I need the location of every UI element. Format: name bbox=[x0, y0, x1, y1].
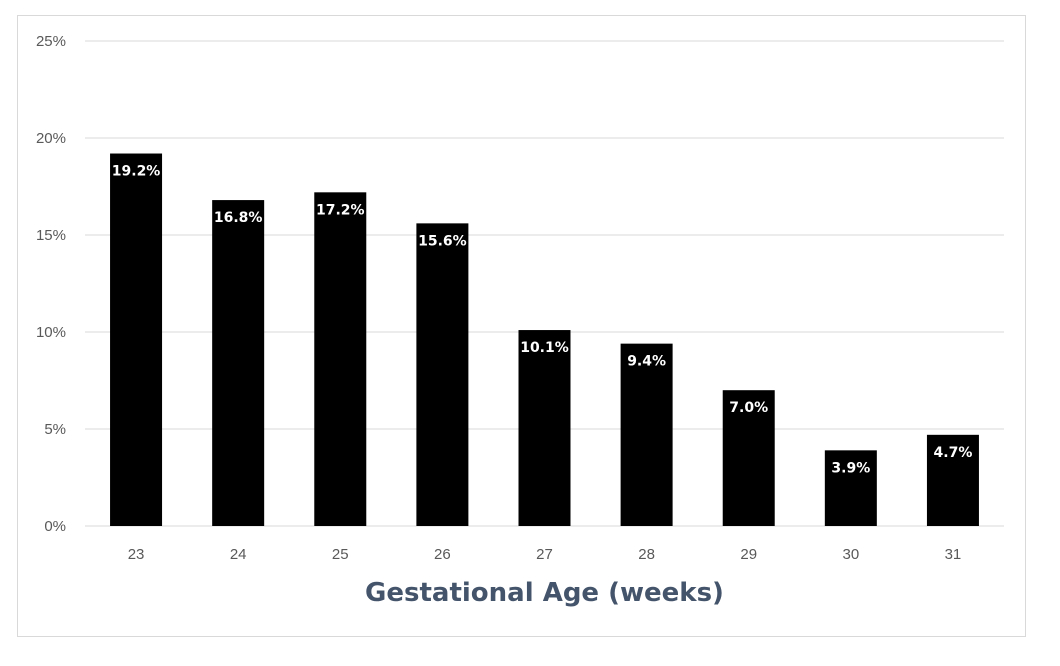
x-tick-label: 23 bbox=[128, 546, 145, 563]
data-label: 15.6% bbox=[418, 233, 467, 249]
y-tick-label: 0% bbox=[44, 518, 66, 535]
x-tick-label: 31 bbox=[945, 546, 962, 563]
bars bbox=[110, 153, 979, 527]
data-label: 9.4% bbox=[627, 354, 666, 370]
y-tick-label: 5% bbox=[44, 421, 66, 438]
data-label: 4.7% bbox=[934, 445, 973, 461]
data-label: 17.2% bbox=[316, 202, 365, 218]
bar bbox=[416, 223, 469, 527]
bar bbox=[314, 192, 367, 526]
bar bbox=[620, 343, 673, 526]
x-tick-label: 29 bbox=[740, 546, 757, 563]
x-axis-title: Gestational Age (weeks) bbox=[365, 578, 724, 608]
bar bbox=[212, 200, 265, 526]
chart-area bbox=[17, 15, 1026, 637]
data-label: 3.9% bbox=[831, 460, 870, 476]
x-tick-label: 24 bbox=[230, 546, 247, 563]
x-axis-tick-labels: 23 24 25 26 27 28 29 30 31 bbox=[128, 546, 962, 563]
x-tick-label: 27 bbox=[536, 546, 553, 563]
data-label: 7.0% bbox=[729, 400, 768, 416]
y-tick-label: 15% bbox=[36, 227, 66, 244]
data-label: 19.2% bbox=[112, 164, 161, 180]
data-labels: 19.2% 16.8% 17.2% 15.6% 10.1% 9.4% 7.0% 3.9% 4.7… bbox=[112, 164, 973, 477]
bar bbox=[722, 390, 775, 526]
y-tick-label: 10% bbox=[36, 324, 66, 341]
bar bbox=[926, 434, 979, 526]
y-tick-label: 25% bbox=[36, 33, 66, 50]
bar bbox=[110, 153, 163, 526]
x-tick-label: 30 bbox=[842, 546, 859, 563]
x-tick-label: 28 bbox=[638, 546, 655, 563]
data-label: 16.8% bbox=[214, 210, 263, 226]
bar bbox=[824, 450, 877, 526]
x-tick-label: 25 bbox=[332, 546, 349, 563]
data-label: 10.1% bbox=[520, 340, 569, 356]
y-tick-label: 20% bbox=[36, 130, 66, 147]
y-axis-tick-labels: 0% 5% 10% 15% 20% 25% bbox=[36, 33, 66, 535]
bar bbox=[518, 330, 571, 526]
x-tick-label: 26 bbox=[434, 546, 451, 563]
